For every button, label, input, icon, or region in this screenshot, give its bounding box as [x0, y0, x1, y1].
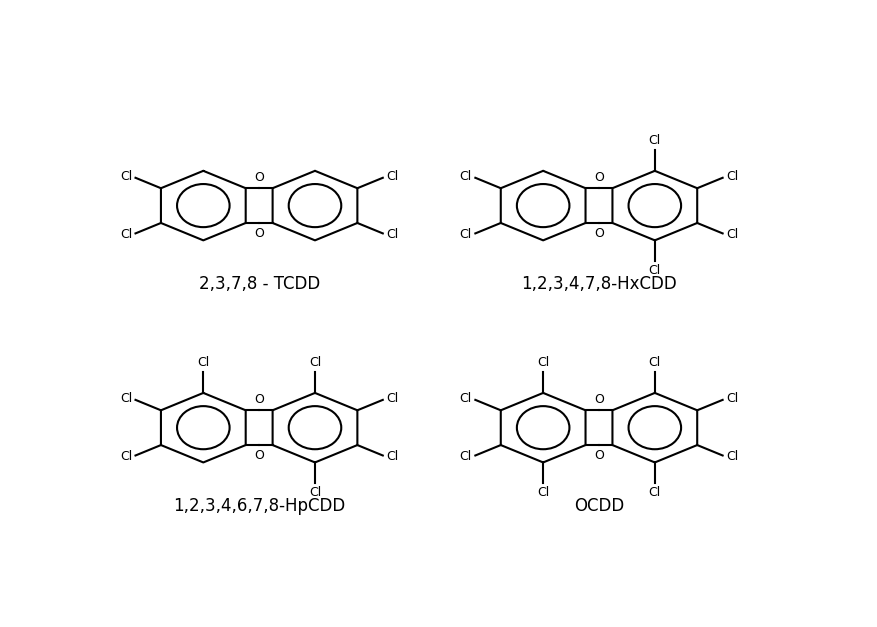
Text: Cl: Cl — [386, 228, 398, 241]
Text: Cl: Cl — [649, 134, 661, 147]
Text: Cl: Cl — [309, 486, 321, 499]
Text: Cl: Cl — [120, 228, 132, 241]
Text: Cl: Cl — [309, 356, 321, 369]
Text: Cl: Cl — [460, 392, 472, 405]
Text: Cl: Cl — [386, 450, 398, 463]
Text: O: O — [594, 227, 604, 240]
Text: Cl: Cl — [726, 392, 738, 405]
Text: 1,2,3,4,6,7,8-HpCDD: 1,2,3,4,6,7,8-HpCDD — [173, 497, 346, 515]
Text: Cl: Cl — [120, 170, 132, 183]
Text: Cl: Cl — [460, 228, 472, 241]
Text: O: O — [254, 171, 264, 184]
Text: O: O — [254, 227, 264, 240]
Text: Cl: Cl — [537, 356, 549, 369]
Text: Cl: Cl — [537, 486, 549, 499]
Text: Cl: Cl — [460, 450, 472, 463]
Text: O: O — [254, 449, 264, 462]
Text: Cl: Cl — [460, 170, 472, 183]
Text: Cl: Cl — [649, 356, 661, 369]
Text: OCDD: OCDD — [574, 497, 624, 515]
Text: O: O — [594, 449, 604, 462]
Text: Cl: Cl — [726, 228, 738, 241]
Text: Cl: Cl — [197, 356, 210, 369]
Text: 1,2,3,4,7,8-HxCDD: 1,2,3,4,7,8-HxCDD — [521, 275, 677, 293]
Text: Cl: Cl — [726, 170, 738, 183]
Text: Cl: Cl — [649, 264, 661, 277]
Text: Cl: Cl — [120, 392, 132, 405]
Text: 2,3,7,8 - TCDD: 2,3,7,8 - TCDD — [198, 275, 320, 293]
Text: Cl: Cl — [386, 170, 398, 183]
Text: O: O — [594, 393, 604, 406]
Text: Cl: Cl — [726, 450, 738, 463]
Text: Cl: Cl — [120, 450, 132, 463]
Text: Cl: Cl — [386, 392, 398, 405]
Text: O: O — [594, 171, 604, 184]
Text: O: O — [254, 393, 264, 406]
Text: Cl: Cl — [649, 486, 661, 499]
